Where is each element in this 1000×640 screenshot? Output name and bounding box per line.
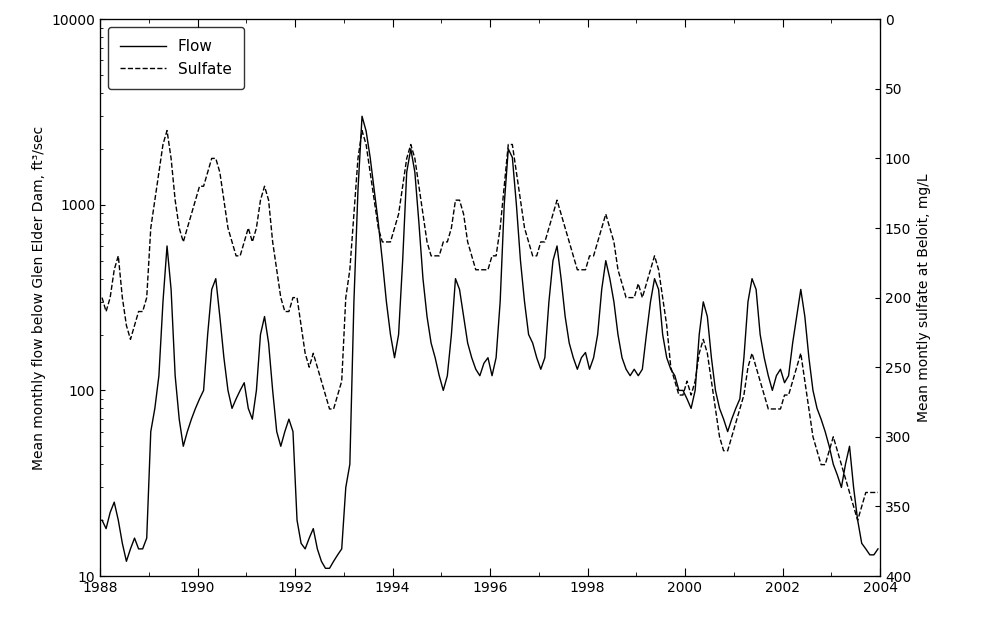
Sulfate [413,182,425,190]
Sulfate [96,294,108,301]
Flow [425,339,437,347]
Sulfate [161,127,173,134]
Y-axis label: Mean monthly flow below Glen Elder Dam, ft³/sec: Mean monthly flow below Glen Elder Dam, … [32,125,46,470]
Sulfate [852,516,864,524]
Line: Sulfate: Sulfate [102,131,878,520]
Flow [417,275,429,282]
Sulfate [872,489,884,497]
Flow [872,545,884,553]
Flow [356,113,368,120]
Sulfate [543,224,555,232]
Flow [592,331,604,339]
Flow [189,404,201,412]
Legend: Flow, Sulfate: Flow, Sulfate [108,27,244,89]
Flow [547,257,559,264]
Sulfate [421,238,433,246]
Sulfate [588,252,600,260]
Sulfate [490,252,502,260]
Sulfate [194,182,206,190]
Flow [319,564,331,572]
Flow [96,516,108,524]
Flow [494,298,506,306]
Y-axis label: Mean montly sulfate at Beloit, mg/L: Mean montly sulfate at Beloit, mg/L [917,173,931,422]
Line: Flow: Flow [102,116,878,568]
